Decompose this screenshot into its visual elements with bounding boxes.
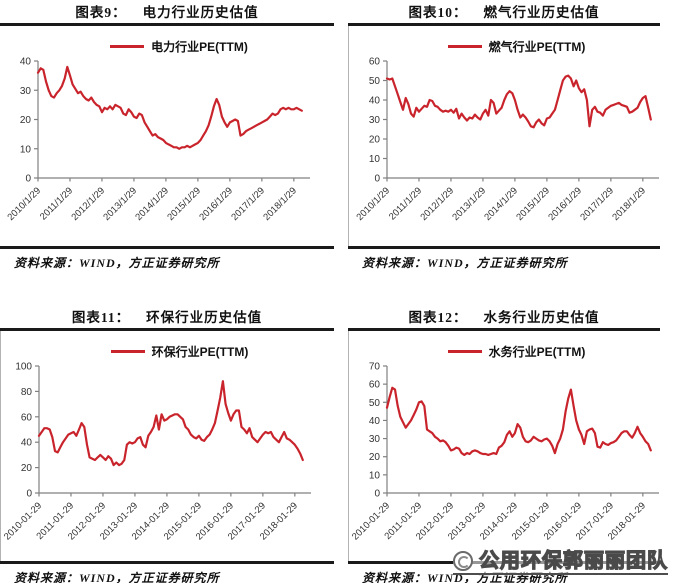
svg-text:20: 20 bbox=[369, 452, 381, 463]
figure-label: 图表11： bbox=[71, 310, 131, 325]
svg-text:2013/1/29: 2013/1/29 bbox=[450, 185, 488, 223]
svg-text:50: 50 bbox=[369, 398, 381, 409]
chart-legend: 环保行业PE(TTM) bbox=[25, 343, 334, 359]
svg-text:0: 0 bbox=[25, 174, 31, 185]
line-chart: 0204060801002010-01-292011-01-292012-01-… bbox=[2, 362, 311, 542]
legend-line-swatch bbox=[110, 44, 145, 48]
charts-row-bottom: 图表11： 环保行业历史估值 环保行业PE(TTM) 0 20 40 60 80 100 2… bbox=[0, 308, 680, 583]
chart-panel-power: 图表9： 电力行业历史估值 电力行业PE(TTM) 0 10 20 30 40 2010/… bbox=[0, 3, 334, 272]
svg-text:30: 30 bbox=[369, 115, 381, 126]
panel-title: 图表12： 水务行业历史估值 bbox=[348, 308, 660, 327]
panel-title: 图表10： 燃气行业历史估值 bbox=[348, 3, 660, 22]
svg-text:40: 40 bbox=[20, 57, 32, 68]
figure-title: 环保行业历史估值 bbox=[146, 310, 263, 325]
legend-line-swatch bbox=[447, 349, 482, 353]
svg-text:30: 30 bbox=[20, 86, 32, 97]
team-logo-icon bbox=[453, 551, 473, 571]
legend-label: 燃气行业PE(TTM) bbox=[488, 39, 586, 54]
svg-text:2017/1/29: 2017/1/29 bbox=[578, 185, 616, 223]
svg-text:40: 40 bbox=[21, 438, 33, 449]
chart-box: 环保行业PE(TTM) 0 20 40 60 80 100 2010-01-29 2011-0… bbox=[0, 331, 334, 561]
figure-label: 图表9： bbox=[75, 5, 127, 20]
svg-text:0: 0 bbox=[374, 174, 380, 185]
title-rule bbox=[0, 23, 334, 26]
chart-legend: 电力行业PE(TTM) bbox=[24, 38, 334, 54]
chart-box: 电力行业PE(TTM) 0 10 20 30 40 2010/1/29 2011/1/29 2… bbox=[0, 26, 334, 246]
svg-text:10: 10 bbox=[369, 470, 381, 481]
svg-text:0: 0 bbox=[374, 489, 380, 500]
svg-text:2016/1/29: 2016/1/29 bbox=[546, 185, 584, 223]
bottom-rule bbox=[0, 246, 334, 249]
svg-text:2011/1/29: 2011/1/29 bbox=[387, 185, 424, 222]
title-rule bbox=[348, 328, 660, 331]
svg-text:60: 60 bbox=[369, 380, 381, 391]
line-chart: 0102030405060702010-01-292011-01-292012-… bbox=[350, 362, 659, 542]
watermark-text: 公用环保郭丽丽团队 bbox=[478, 549, 668, 572]
figure-label: 图表10： bbox=[408, 5, 468, 20]
figure-label: 图表12： bbox=[408, 310, 468, 325]
svg-text:2010/1/29: 2010/1/29 bbox=[354, 185, 392, 223]
svg-text:2016/1/29: 2016/1/29 bbox=[197, 185, 235, 223]
svg-text:2015/1/29: 2015/1/29 bbox=[514, 185, 552, 223]
svg-text:0: 0 bbox=[26, 489, 32, 500]
svg-text:2013/1/29: 2013/1/29 bbox=[101, 185, 139, 223]
svg-text:2018/1/29: 2018/1/29 bbox=[261, 185, 299, 223]
chart-panel-gas: 图表10： 燃气行业历史估值 燃气行业PE(TTM) 0 10 20 30 40 50 60… bbox=[348, 3, 660, 272]
svg-text:10: 10 bbox=[20, 144, 32, 155]
svg-text:70: 70 bbox=[369, 362, 381, 373]
svg-text:2011/1/29: 2011/1/29 bbox=[38, 185, 75, 222]
svg-text:60: 60 bbox=[369, 57, 381, 68]
figure-title: 水务行业历史估值 bbox=[483, 310, 600, 325]
svg-text:2014/1/29: 2014/1/29 bbox=[133, 185, 171, 223]
svg-text:20: 20 bbox=[20, 115, 32, 126]
source-note: 资料来源：WIND，方正证券研究所 bbox=[362, 256, 568, 270]
svg-text:50: 50 bbox=[369, 76, 381, 87]
svg-text:10: 10 bbox=[369, 154, 381, 165]
panel-title: 图表11： 环保行业历史估值 bbox=[0, 308, 334, 327]
legend-label: 电力行业PE(TTM) bbox=[151, 39, 248, 54]
chart-panel-water: 图表12： 水务行业历史估值 水务行业PE(TTM) 0 10 20 30 40 50 60… bbox=[348, 308, 660, 583]
watermark: 公用环保郭丽丽团队 bbox=[453, 549, 668, 575]
source-note: 资料来源：WIND，方正证券研究所 bbox=[14, 571, 220, 583]
charts-row-top: 图表9： 电力行业历史估值 电力行业PE(TTM) 0 10 20 30 40 2010/… bbox=[0, 0, 680, 272]
legend-label: 环保行业PE(TTM) bbox=[151, 344, 249, 359]
chart-box: 燃气行业PE(TTM) 0 10 20 30 40 50 60 2010/1/29 2011/1… bbox=[348, 26, 660, 246]
svg-text:2017/1/29: 2017/1/29 bbox=[229, 185, 267, 223]
legend-line-swatch bbox=[110, 349, 145, 353]
title-rule bbox=[348, 23, 660, 26]
figure-title: 电力行业历史估值 bbox=[142, 5, 259, 20]
svg-text:2012/1/29: 2012/1/29 bbox=[69, 185, 107, 223]
panel-title: 图表9： 电力行业历史估值 bbox=[0, 3, 334, 22]
bottom-rule bbox=[0, 561, 334, 564]
svg-text:40: 40 bbox=[369, 416, 381, 427]
svg-text:20: 20 bbox=[21, 463, 33, 474]
svg-text:2018/1/29: 2018/1/29 bbox=[610, 185, 648, 223]
bottom-rule bbox=[348, 246, 660, 249]
svg-text:2015/1/29: 2015/1/29 bbox=[165, 185, 203, 223]
svg-text:2010/1/29: 2010/1/29 bbox=[5, 185, 43, 223]
svg-text:20: 20 bbox=[369, 135, 381, 146]
line-chart: 0 10 20 30 40 50 60 2010/1/292011/1/292012/1/29… bbox=[354, 57, 659, 223]
figure-title: 燃气行业历史估值 bbox=[483, 5, 600, 20]
line-chart: 0 10 20 30 40 2010/1/292011/1/292012/1/292013… bbox=[5, 57, 310, 223]
chart-legend: 水务行业PE(TTM) bbox=[373, 343, 660, 359]
svg-text:40: 40 bbox=[369, 96, 381, 107]
legend-label: 水务行业PE(TTM) bbox=[488, 344, 586, 359]
source-note: 资料来源：WIND，方正证券研究所 bbox=[14, 256, 220, 270]
chart-panel-environment: 图表11： 环保行业历史估值 环保行业PE(TTM) 0 20 40 60 80 100 2… bbox=[0, 308, 334, 583]
legend-line-swatch bbox=[447, 44, 482, 48]
svg-text:2012/1/29: 2012/1/29 bbox=[418, 185, 456, 223]
svg-text:30: 30 bbox=[369, 434, 381, 445]
svg-text:80: 80 bbox=[21, 387, 33, 398]
svg-text:2014/1/29: 2014/1/29 bbox=[482, 185, 520, 223]
chart-box: 水务行业PE(TTM) 0 10 20 30 40 50 60 70 2010-01-29 201… bbox=[348, 331, 660, 561]
svg-text:60: 60 bbox=[21, 412, 33, 423]
title-rule bbox=[0, 328, 334, 331]
chart-legend: 燃气行业PE(TTM) bbox=[373, 38, 660, 54]
svg-text:100: 100 bbox=[15, 362, 32, 373]
